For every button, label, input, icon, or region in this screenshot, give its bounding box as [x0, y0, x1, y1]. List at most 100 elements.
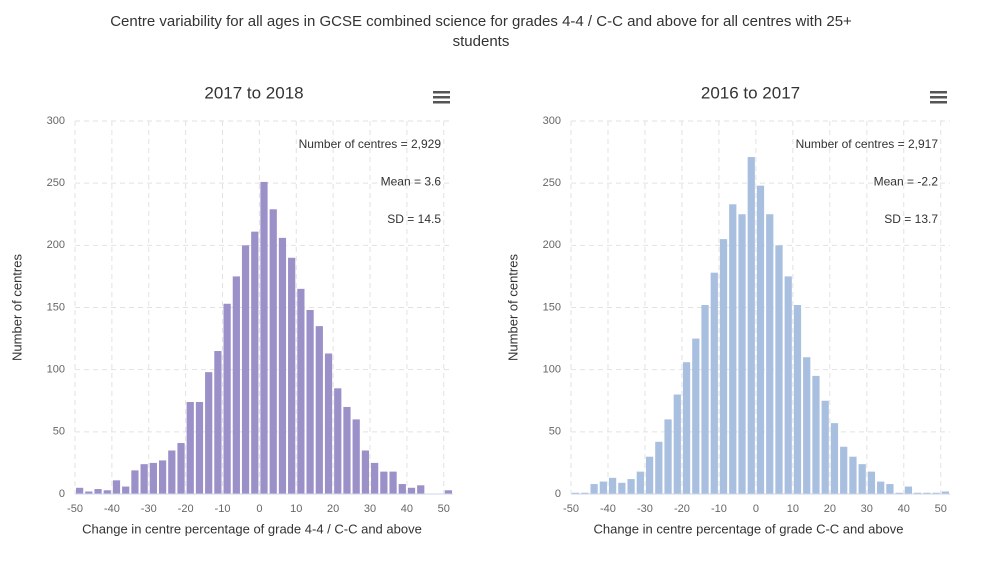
bar — [158, 460, 167, 494]
x-tick-label: -40 — [600, 503, 616, 515]
x-tick-label: -10 — [215, 503, 231, 515]
bar — [719, 239, 728, 494]
bar — [923, 492, 931, 494]
bar — [288, 257, 296, 494]
chart-title: 2016 to 2017 — [701, 83, 800, 102]
bar — [417, 485, 425, 494]
x-tick-label: 30 — [861, 503, 873, 515]
x-tick-label: 40 — [898, 503, 910, 515]
bar — [858, 464, 866, 494]
bar — [793, 305, 802, 494]
bar — [618, 482, 626, 494]
x-axis-label: Change in centre percentage of grade 4-4… — [82, 521, 422, 536]
menu-bar[interactable] — [433, 101, 450, 104]
bar — [389, 471, 397, 494]
bar — [232, 276, 240, 494]
bar — [94, 489, 102, 494]
bar — [380, 471, 388, 494]
bar — [627, 479, 635, 494]
bar — [103, 490, 111, 494]
menu-bar[interactable] — [930, 91, 947, 94]
y-tick-label: 200 — [543, 239, 561, 251]
bar — [840, 446, 848, 494]
chart-title: 2017 to 2018 — [204, 83, 303, 102]
y-tick-label: 250 — [543, 177, 561, 189]
bar — [756, 185, 765, 495]
x-tick-label: -30 — [637, 503, 653, 515]
bar — [361, 450, 370, 494]
annotation: Number of centres = 2,929 — [299, 137, 442, 151]
bar — [830, 423, 839, 494]
annotation: Mean = -2.2 — [874, 175, 939, 189]
menu-bar[interactable] — [930, 101, 947, 104]
x-tick-label: -20 — [674, 503, 690, 515]
x-tick-label: 30 — [364, 503, 376, 515]
bar — [85, 491, 93, 494]
bar — [904, 486, 913, 494]
bar — [112, 480, 121, 494]
bar — [895, 492, 903, 494]
x-tick-label: 0 — [256, 503, 262, 515]
bar — [140, 464, 148, 494]
bar — [444, 490, 452, 494]
y-tick-label: 100 — [543, 364, 561, 376]
y-tick-label: 50 — [549, 426, 561, 438]
bar — [398, 484, 406, 494]
x-axis-label: Change in centre percentage of grade C-C… — [593, 521, 903, 536]
y-tick-label: 150 — [47, 301, 65, 313]
bar — [599, 481, 607, 494]
bar — [664, 419, 672, 494]
bar — [122, 486, 130, 494]
bar — [205, 372, 213, 494]
bar — [278, 237, 287, 494]
bar — [636, 471, 644, 494]
y-tick-label: 50 — [53, 426, 65, 438]
bar — [812, 375, 820, 494]
bar — [343, 406, 351, 494]
x-tick-label: 40 — [401, 503, 413, 515]
bar — [803, 357, 811, 494]
bar — [886, 484, 894, 494]
bar — [581, 492, 589, 494]
menu-bar[interactable] — [433, 91, 450, 94]
x-tick-label: 20 — [824, 503, 836, 515]
menu-icon[interactable] — [433, 91, 450, 104]
bar — [784, 276, 792, 494]
y-tick-label: 300 — [47, 115, 65, 127]
x-tick-label: -40 — [104, 503, 120, 515]
bar — [849, 456, 857, 494]
menu-bar[interactable] — [930, 96, 947, 99]
annotation: Number of centres = 2,917 — [796, 137, 939, 151]
bar — [673, 394, 681, 494]
x-tick-label: 0 — [753, 503, 759, 515]
bar — [260, 181, 268, 494]
x-tick-label: -10 — [711, 503, 727, 515]
x-tick-label: 20 — [327, 503, 339, 515]
y-axis-label: Number of centres — [505, 254, 520, 361]
x-tick-label: 10 — [787, 503, 799, 515]
bar — [177, 443, 185, 494]
bar — [692, 338, 700, 494]
annotation: SD = 13.7 — [884, 212, 938, 226]
y-axis-label: Number of centres — [9, 254, 24, 361]
bar — [572, 492, 580, 494]
bar — [324, 353, 333, 494]
bar — [821, 400, 829, 494]
page-title: students — [453, 33, 510, 50]
bar — [682, 362, 691, 494]
bar — [352, 419, 360, 494]
bar — [775, 245, 783, 494]
bar — [315, 326, 323, 494]
y-tick-label: 300 — [543, 115, 561, 127]
y-tick-label: 150 — [543, 301, 561, 313]
menu-bar[interactable] — [433, 96, 450, 99]
bar — [590, 484, 598, 494]
bar — [867, 471, 876, 494]
bar — [269, 209, 277, 494]
bar — [334, 388, 342, 494]
y-tick-label: 0 — [555, 488, 561, 500]
bar — [223, 303, 231, 494]
menu-icon[interactable] — [930, 91, 947, 104]
bar — [214, 351, 222, 494]
